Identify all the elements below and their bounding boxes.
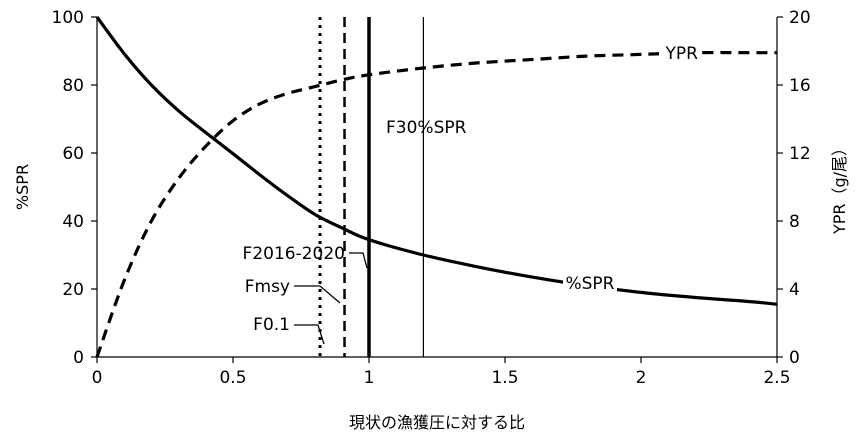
ref-line-label: Fmsy — [245, 277, 290, 297]
ref-line-label: F30%SPR — [386, 118, 467, 138]
x-tick-label: 2 — [636, 368, 647, 388]
x-tick-label: 2.5 — [763, 368, 790, 388]
x-tick-label: 1.5 — [491, 368, 518, 388]
ref-line-label: F0.1 — [253, 315, 290, 335]
series-label: YPR — [665, 44, 699, 64]
y-right-tick-label: 8 — [789, 212, 800, 232]
y-left-tick-label: 80 — [62, 76, 84, 96]
y-axis-right-title: YPR（g/尾） — [830, 140, 849, 235]
ref-leader-line — [294, 285, 341, 304]
x-tick-label: 0.5 — [219, 368, 246, 388]
ref-leader-line — [349, 252, 368, 269]
y-left-tick-label: 40 — [62, 212, 84, 232]
series-label-bg — [659, 43, 702, 64]
y-right-tick-label: 0 — [789, 348, 800, 368]
series-line--spr — [95, 16, 778, 306]
x-tick-label: 1 — [364, 368, 375, 388]
y-left-tick-label: 60 — [62, 144, 84, 164]
y-left-tick-label: 0 — [73, 348, 84, 368]
x-tick-label: 0 — [92, 368, 103, 388]
plot-area: %SPR YPR F0.1 Fmsy F2016-2020 F30%SPR — [95, 16, 778, 358]
y-left-tick-label: 100 — [52, 8, 84, 28]
series-line-ypr — [95, 50, 777, 358]
y-right-tick-label: 20 — [789, 8, 811, 28]
ref-line-label: F2016-2020 — [243, 244, 345, 264]
y-right-tick-label: 4 — [789, 280, 800, 300]
x-axis-title: 現状の漁獲圧に対する比 — [349, 413, 525, 432]
series-label-bg — [563, 273, 617, 294]
y-left-tick-label: 20 — [62, 280, 84, 300]
y-axis-left-title: %SPR — [13, 164, 32, 210]
y-right-tick-label: 12 — [789, 144, 811, 164]
y-right-tick-label: 16 — [789, 76, 811, 96]
series-label: %SPR — [565, 274, 614, 294]
ref-leader-line — [294, 324, 325, 345]
